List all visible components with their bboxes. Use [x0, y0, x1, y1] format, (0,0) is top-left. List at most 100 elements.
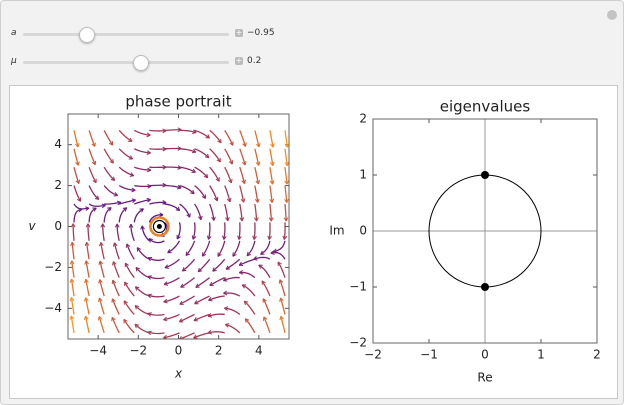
streamline: [239, 148, 246, 166]
stream-arrow: [240, 198, 246, 203]
streamline: [98, 316, 105, 334]
streamline: [126, 243, 135, 260]
y-tick-label: 2: [54, 178, 62, 192]
streamline: [163, 295, 180, 303]
stream-arrow: [244, 318, 250, 323]
stream-arrow: [204, 153, 210, 159]
stream-arrow: [209, 281, 214, 287]
stream-arrow: [97, 316, 103, 321]
limit-cycle: [149, 216, 170, 237]
streamline: [73, 185, 82, 202]
stream-arrow: [131, 187, 136, 193]
stream-arrow: [215, 177, 220, 182]
streamline: [254, 185, 259, 203]
stream-arrow: [107, 207, 112, 212]
stream-arrow: [255, 180, 261, 185]
streamline: [88, 148, 96, 166]
stream-arrow: [147, 312, 152, 317]
y-tick-label: 0: [359, 224, 367, 238]
streamline: [71, 242, 75, 260]
options-button[interactable]: [607, 10, 617, 20]
stream-arrow: [273, 248, 278, 254]
stream-arrow: [193, 334, 198, 339]
stream-arrow: [208, 296, 213, 302]
expand-button[interactable]: +: [235, 28, 243, 37]
streamline: [71, 260, 75, 278]
stream-arrow: [185, 251, 190, 256]
streamline: [103, 130, 114, 146]
stream-arrow: [83, 297, 89, 302]
stream-arrow: [176, 235, 181, 240]
stream-arrow: [217, 252, 222, 257]
stream-arrow: [238, 261, 244, 267]
stream-arrow: [177, 184, 182, 190]
streamline: [149, 129, 167, 132]
stream-arrow: [97, 297, 103, 302]
streamline: [284, 167, 288, 185]
stream-arrow: [108, 141, 114, 146]
stream-arrow: [261, 280, 266, 285]
slider[interactable]: [23, 55, 229, 71]
streamline: [118, 207, 128, 223]
stream-arrow: [91, 160, 97, 166]
streamline: [209, 166, 220, 182]
stream-arrow: [124, 262, 129, 268]
slider[interactable]: [23, 27, 229, 43]
stream-arrow: [84, 241, 90, 247]
streamline: [179, 203, 191, 218]
streamline: [193, 313, 210, 322]
streamline: [134, 184, 152, 188]
slider-thumb[interactable]: [133, 55, 149, 71]
streamline: [87, 223, 90, 241]
stream-arrow: [92, 207, 97, 212]
stream-arrow: [75, 179, 81, 185]
streamline: [185, 240, 196, 256]
slider-thumb[interactable]: [79, 27, 95, 43]
stream-arrow: [284, 198, 289, 203]
streamline: [164, 166, 182, 169]
streamline: [147, 257, 165, 261]
streamline: [130, 224, 135, 242]
streamline: [167, 240, 181, 254]
x-tick-label: −4: [89, 344, 107, 358]
streamline: [209, 203, 215, 221]
streamline: [164, 258, 180, 269]
stream-arrow: [268, 217, 274, 222]
streamline: [135, 286, 150, 297]
stream-arrow: [229, 141, 234, 146]
streamline: [224, 185, 231, 203]
streamline: [99, 260, 105, 278]
stream-arrow: [148, 238, 153, 243]
streamline: [239, 166, 246, 184]
stream-arrow: [195, 283, 200, 288]
streamline: [112, 279, 120, 297]
streamline: [134, 198, 151, 205]
stream-arrow: [191, 235, 197, 240]
stream-arrow: [85, 223, 91, 228]
streamline: [269, 185, 273, 203]
streamline: [176, 222, 181, 240]
streamline: [135, 267, 150, 279]
stream-arrow: [146, 132, 151, 138]
stream-arrow: [91, 142, 96, 147]
stream-arrow: [113, 192, 119, 197]
stream-arrow: [69, 260, 75, 265]
stream-arrow: [224, 306, 229, 311]
streamline: [284, 148, 288, 166]
streamline: [284, 203, 287, 222]
streamline: [260, 240, 271, 255]
stream-arrow: [123, 300, 128, 305]
slider-value: 0.2: [247, 56, 262, 66]
stream-arrow: [70, 223, 76, 228]
x-tick-label: −1: [420, 348, 438, 362]
streamline: [179, 129, 197, 134]
streamline: [99, 279, 105, 297]
stream-arrow: [100, 223, 106, 228]
streamline: [103, 185, 118, 197]
streamline: [179, 313, 195, 323]
expand-button[interactable]: +: [235, 56, 243, 65]
streamline: [88, 130, 96, 147]
streamline: [123, 319, 135, 334]
streamline: [241, 284, 256, 297]
streamline: [261, 280, 271, 297]
